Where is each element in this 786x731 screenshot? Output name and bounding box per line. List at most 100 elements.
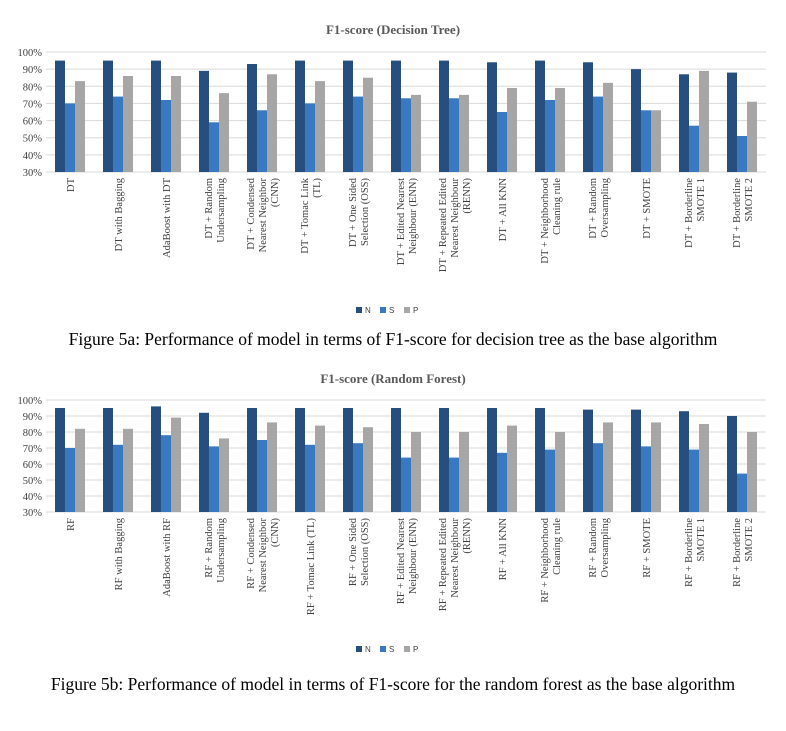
- category-label: SMOTE 2: [744, 178, 755, 221]
- y-tick-label: 70%: [23, 99, 43, 110]
- category-label: Oversampling: [600, 177, 611, 237]
- bar-p: [75, 81, 85, 172]
- bar-n: [199, 70, 209, 172]
- category-label: SMOTE 1: [696, 178, 707, 221]
- legend-label-n: N: [365, 645, 371, 654]
- bar-s: [641, 110, 651, 172]
- category-label: DT with Bagging: [114, 177, 125, 251]
- bar-s: [257, 110, 267, 172]
- bar-n: [535, 408, 545, 512]
- y-tick-label: 100%: [18, 48, 43, 59]
- category-label: Nearest Neighbor: [258, 518, 269, 593]
- y-tick-label: 100%: [18, 396, 43, 407]
- bar-n: [679, 411, 689, 512]
- bar-s: [497, 452, 507, 512]
- bar-s: [401, 98, 411, 172]
- category-label: DT + All KNN: [498, 178, 509, 242]
- bar-p: [699, 424, 709, 512]
- category-label: Undersampling: [216, 177, 227, 242]
- bar-n: [391, 60, 401, 173]
- bar-n: [439, 408, 449, 512]
- y-tick-label: 90%: [23, 412, 43, 423]
- category-label: Nearest Neighbor: [258, 178, 269, 253]
- category-label: (CNN): [270, 518, 281, 548]
- category-label: Undersampling: [216, 517, 227, 582]
- bar-p: [651, 110, 661, 172]
- legend-label-p: P: [413, 306, 418, 315]
- bar-p: [555, 432, 565, 512]
- category-label: Neighbour (ENN): [408, 178, 419, 255]
- legend-label-s: S: [389, 306, 394, 315]
- bar-p: [747, 101, 757, 172]
- bar-p: [603, 82, 613, 172]
- bar-p: [315, 425, 325, 512]
- decision-tree-f1-chart: F1-score (Decision Tree) 30% 40% 50% 60% 70% 8…: [18, 22, 766, 315]
- category-label: RF + Edited Nearest: [396, 518, 407, 604]
- category-label: RF + Random: [588, 518, 599, 578]
- category-label: RF + Borderline: [684, 518, 695, 587]
- bar-s: [353, 96, 363, 172]
- bar-s: [689, 125, 699, 172]
- category-label: DT + SMOTE: [642, 178, 653, 239]
- bar-n: [55, 60, 65, 173]
- bar-n: [151, 60, 161, 173]
- bar-s: [65, 103, 75, 172]
- bar-n: [439, 60, 449, 173]
- bar-n: [679, 74, 689, 172]
- bar-s: [161, 100, 171, 172]
- y-tick-label: 40%: [23, 492, 43, 503]
- legend-swatch-n: [356, 307, 362, 313]
- category-label: RF + SMOTE: [642, 518, 653, 578]
- legend-label-n: N: [365, 306, 371, 315]
- category-label: Nearest Neighbour: [450, 518, 461, 598]
- bar-s: [737, 136, 747, 172]
- category-label: (TL): [312, 178, 323, 198]
- y-tick-label: 80%: [23, 428, 43, 439]
- legend-swatch-p: [404, 646, 410, 652]
- category-label: DT + Tomac Link: [300, 177, 311, 253]
- category-label: DT + Borderline: [732, 178, 743, 248]
- bar-p: [219, 438, 229, 512]
- category-label: Neighbour (ENN): [408, 518, 419, 595]
- legend-swatch-s: [380, 646, 386, 652]
- random-forest-f1-chart: F1-score (Random Forest) 30% 40% 50% 60% 70% 8…: [18, 371, 766, 654]
- y-tick-label: 30%: [23, 508, 43, 519]
- category-label: SMOTE 2: [744, 518, 755, 561]
- bar-s: [641, 446, 651, 512]
- bar-n: [151, 406, 161, 512]
- category-label: RF + All KNN: [498, 518, 509, 581]
- bar-s: [737, 473, 747, 512]
- bar-s: [545, 449, 555, 512]
- bar-s: [113, 444, 123, 512]
- bar-n: [583, 409, 593, 512]
- bar-p: [171, 417, 181, 512]
- bar-n: [487, 62, 497, 172]
- category-label: (RENN): [462, 177, 473, 213]
- category-label: SMOTE 1: [696, 518, 707, 561]
- bar-n: [583, 62, 593, 172]
- category-label: DT + Condensed: [246, 177, 257, 249]
- bar-n: [247, 64, 257, 172]
- bar-n: [295, 408, 305, 512]
- bar-s: [497, 112, 507, 172]
- bar-p: [363, 77, 373, 172]
- bar-p: [555, 88, 565, 172]
- category-label: Oversampling: [600, 517, 611, 577]
- figure-5b-caption: Figure 5b: Performance of model in terms…: [50, 674, 736, 694]
- y-tick-label: 70%: [23, 444, 43, 455]
- bar-n: [535, 60, 545, 173]
- bar-n: [343, 60, 353, 173]
- bar-s: [449, 457, 459, 512]
- bar-n: [631, 409, 641, 512]
- bar-s: [257, 440, 267, 512]
- legend-label-p: P: [413, 645, 418, 654]
- bar-n: [199, 412, 209, 512]
- bar-p: [363, 427, 373, 512]
- category-label: DT + Repeated Edited: [438, 177, 449, 272]
- bar-p: [123, 428, 133, 512]
- bar-n: [631, 69, 641, 172]
- bar-n: [727, 72, 737, 172]
- bar-p: [411, 94, 421, 172]
- chart-title: F1-score (Random Forest): [320, 371, 465, 386]
- bar-s: [209, 122, 219, 172]
